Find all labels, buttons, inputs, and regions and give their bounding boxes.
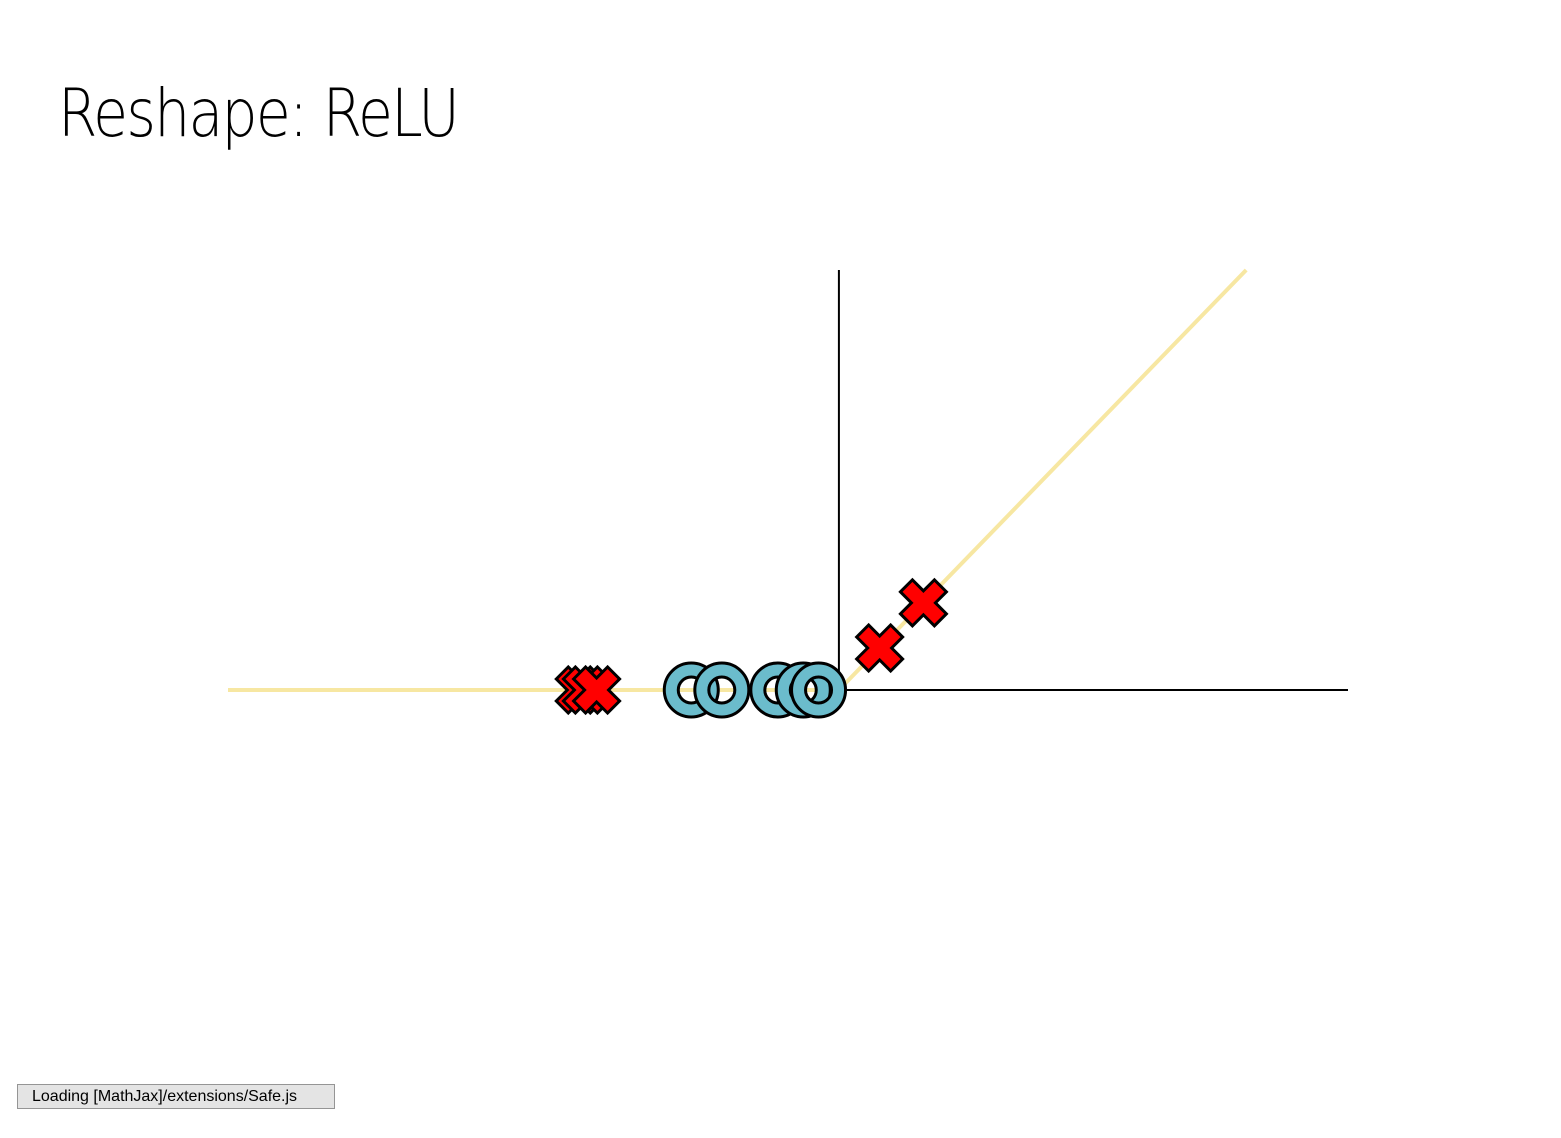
o-marker-point: [693, 661, 751, 719]
o-marker-point: [790, 661, 848, 719]
data-points: [554, 577, 949, 719]
relu-curve: [228, 268, 1248, 692]
x-marker-point: [854, 622, 905, 674]
x-marker-point: [571, 664, 622, 716]
mathjax-loading-status: Loading [MathJax]/extensions/Safe.js: [17, 1084, 335, 1109]
o-marker-point: [662, 661, 720, 719]
slide-title: Reshape: ReLU: [58, 75, 460, 152]
x-marker-point: [898, 577, 949, 628]
